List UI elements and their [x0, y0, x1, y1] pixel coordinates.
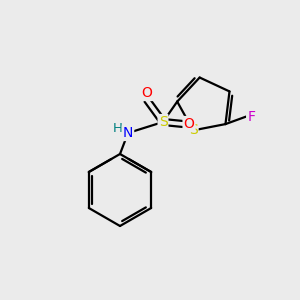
Text: O: O — [142, 86, 152, 100]
Text: F: F — [247, 110, 255, 124]
Text: H: H — [113, 122, 123, 134]
Text: S: S — [159, 115, 167, 129]
Text: O: O — [184, 117, 194, 131]
Text: S: S — [189, 123, 197, 137]
Text: N: N — [123, 126, 133, 140]
